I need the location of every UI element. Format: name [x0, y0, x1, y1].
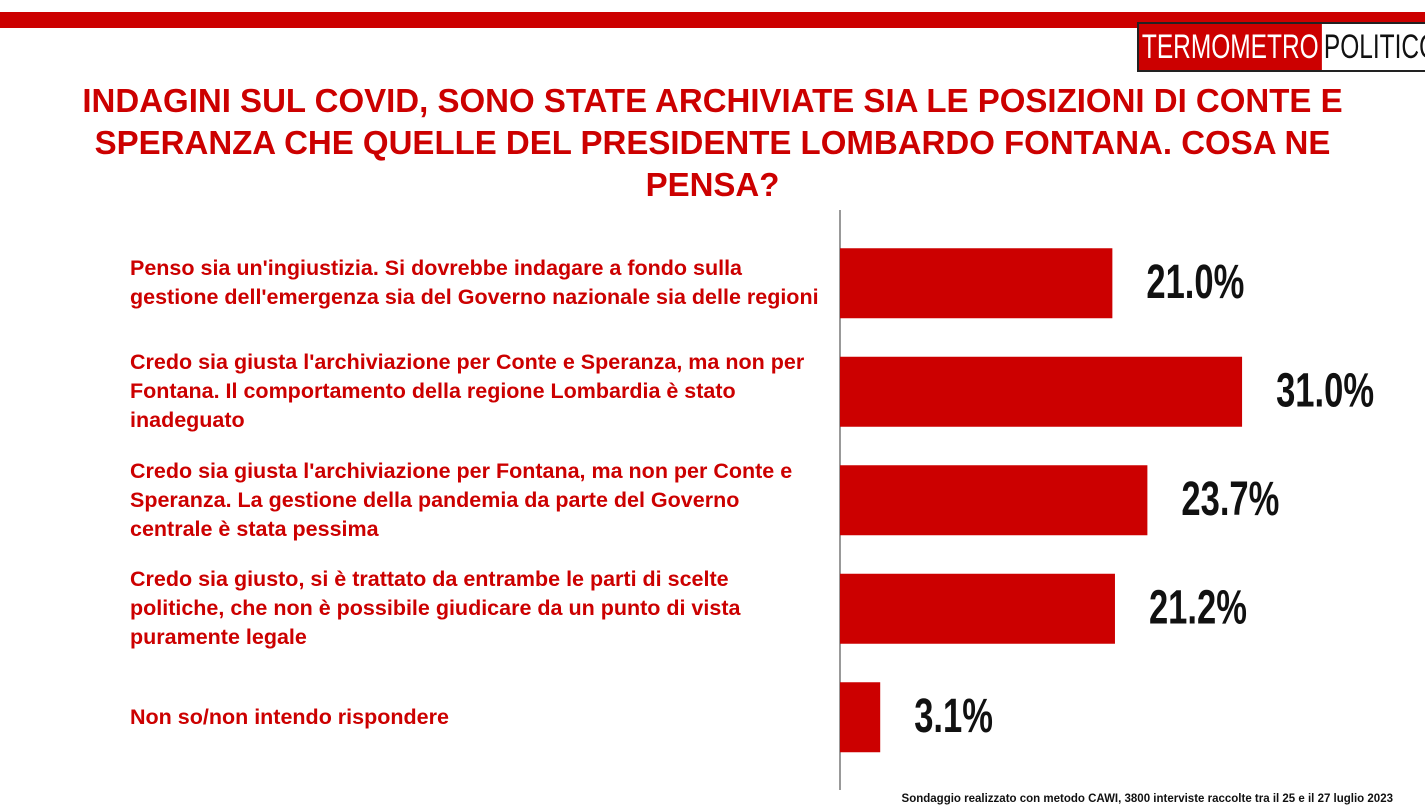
footnote: Sondaggio realizzato con metodo CAWI, 38… — [901, 793, 1393, 805]
value-label: 31.0% — [1276, 363, 1374, 417]
value-label: 21.0% — [1146, 254, 1244, 308]
category-label: Penso sia un'ingiustizia. Si dovrebbe in… — [130, 256, 819, 309]
value-label: 3.1% — [914, 688, 993, 742]
category-label: Non so/non intendo rispondere — [130, 704, 449, 729]
brand-part: POLITICO — [1324, 28, 1425, 66]
category-label: Credo sia giusta l'archiviazione per Fon… — [130, 458, 793, 541]
chart-title: INDAGINI SUL COVID, SONO STATE ARCHIVIAT… — [82, 82, 1343, 203]
bar — [840, 248, 1113, 319]
bar — [840, 465, 1148, 536]
value-label: 23.7% — [1181, 471, 1279, 525]
bar — [840, 356, 1243, 427]
category-label: Credo sia giusta l'archiviazione per Con… — [130, 350, 805, 432]
bar — [840, 573, 1115, 644]
category-label: Credo sia giusto, si è trattato da entra… — [130, 567, 741, 649]
brand-part: TERMOMETRO — [1139, 24, 1322, 70]
bar — [840, 682, 881, 753]
value-label: 21.2% — [1149, 580, 1247, 634]
top-bar — [0, 12, 1425, 28]
brand-logo: TERMOMETRO POLITICO — [1137, 22, 1425, 72]
